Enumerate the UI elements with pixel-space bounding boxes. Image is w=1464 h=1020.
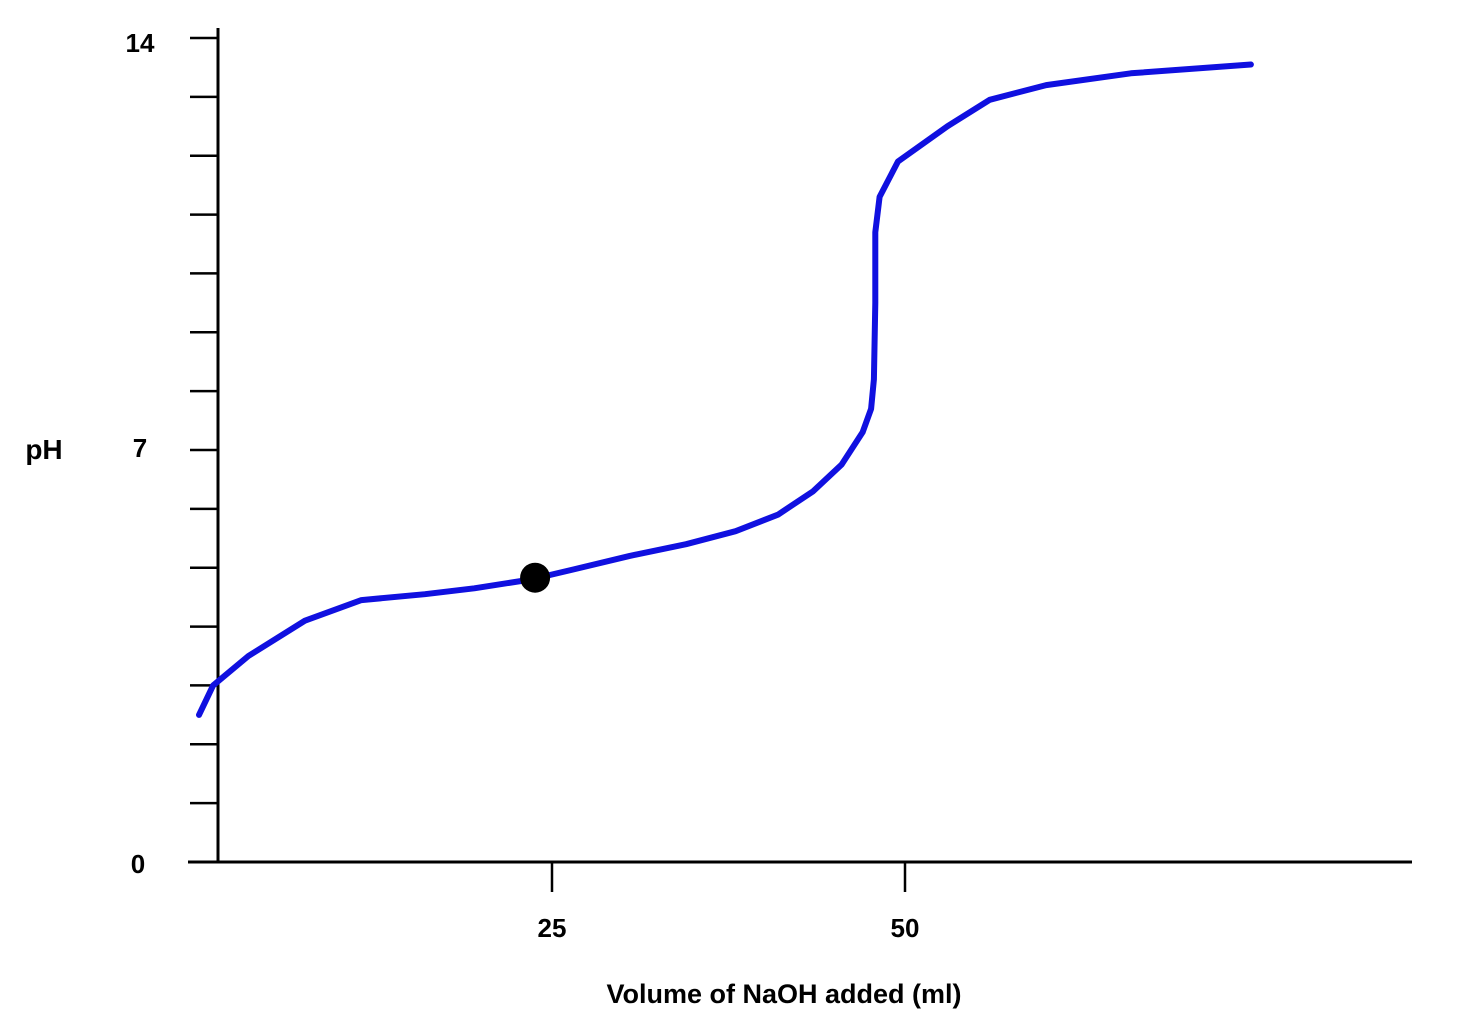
x-tick-label-50: 50 — [891, 913, 920, 943]
y-tick-marks — [190, 36, 218, 805]
y-axis-label: pH — [25, 434, 62, 465]
y-tick-label-7: 7 — [133, 433, 147, 463]
titration-curve — [196, 61, 1254, 718]
y-tick-label-14: 14 — [126, 28, 155, 58]
half-equivalence-point — [520, 562, 551, 593]
x-tick-marks — [550, 862, 907, 892]
x-axis-label: Volume of NaOH added (ml) — [606, 979, 961, 1009]
y-tick-label-0: 0 — [131, 849, 145, 879]
x-tick-label-25: 25 — [538, 913, 567, 943]
